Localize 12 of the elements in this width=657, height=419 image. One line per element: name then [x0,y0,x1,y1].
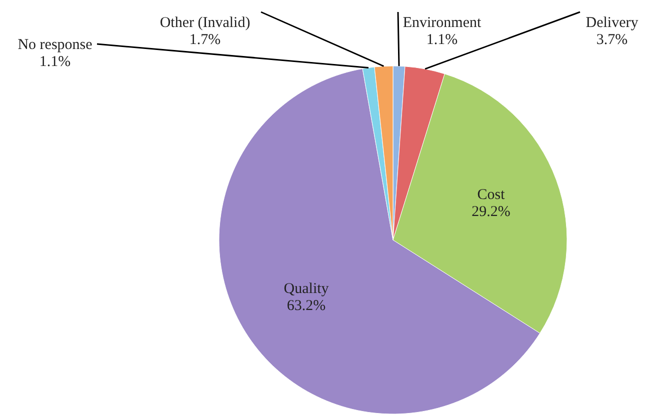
data-label: 63.2% [286,298,326,314]
slice-label: Other (Invalid) [160,15,250,31]
slice-label: Quality [284,281,330,298]
slice-label: No response [18,37,93,53]
data-label: 29.2% [472,204,510,220]
slice-label: Delivery [586,15,639,31]
slice-label: Environment [402,15,482,31]
data-label: 3.7% [596,32,628,48]
slice-label: Cost [477,187,506,204]
data-label: 1.7% [189,32,221,48]
data-label: 1.1% [426,32,458,48]
data-label: 1.1% [39,54,71,70]
